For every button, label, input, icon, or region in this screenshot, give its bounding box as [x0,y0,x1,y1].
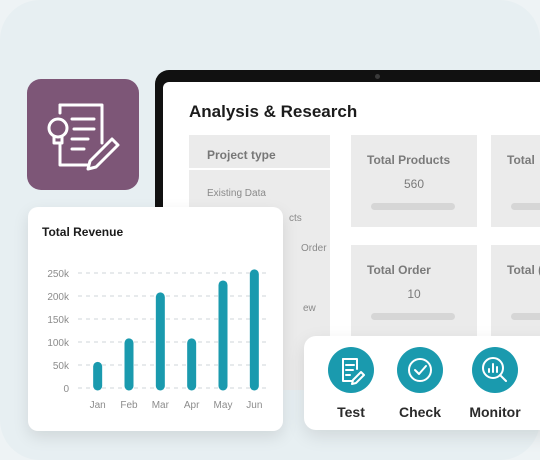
check-label: Check [398,404,442,420]
stat-card-total-order: Total Order 10 [351,245,477,337]
stat-card-total-other: Total ( [491,245,540,337]
x-tick-label: Jan [90,400,106,411]
stat-label: Total [507,153,535,167]
stat-bar [511,203,540,210]
side-item-review[interactable]: ew [303,303,316,314]
test-label: Test [337,404,365,420]
stat-bar [371,203,455,210]
action-card: Test Check Monitor [304,336,540,430]
x-tick-label: Apr [184,400,200,411]
stat-card-total: Total [491,135,540,227]
revenue-card: Total Revenue 0 50k 100k 150k 200k 250k Jan Feb… [28,207,283,431]
stat-bar [371,313,455,320]
document-edit-icon [328,347,374,393]
check-button[interactable]: Check [380,347,460,420]
panel-header: Project type [189,135,330,170]
stat-label: Total ( [507,263,540,277]
chart-title: Total Revenue [42,225,124,239]
test-button[interactable]: Test [311,347,391,420]
chart-magnifier-icon [472,347,518,393]
stat-bar [511,313,540,320]
y-tick-label: 250k [47,269,70,280]
x-tick-label: Jun [246,400,262,411]
document-lightbulb-pen-icon [27,79,139,190]
side-item-existing-data[interactable]: Existing Data [207,188,266,199]
y-tick-label: 100k [47,338,70,349]
y-tick-label: 50k [53,361,70,372]
side-item-order[interactable]: Order [301,243,327,254]
check-circle-icon [397,347,443,393]
revenue-chart: 0 50k 100k 150k 200k 250k Jan Feb Mar Apr May Jun [47,269,266,411]
stat-label: Total Order [367,263,431,277]
camera-dot [375,74,380,79]
stat-value: 560 [403,177,425,191]
x-tick-label: Mar [152,400,170,411]
y-tick-label: 200k [47,292,70,303]
side-item-products[interactable]: cts [289,213,302,224]
y-tick-label: 150k [47,315,70,326]
stat-value: 10 [407,287,421,301]
monitor-button[interactable]: Monitor [455,347,535,420]
stat-label: Total Products [367,153,451,167]
x-tick-label: Feb [120,400,138,411]
page-title: Analysis & Research [189,102,358,121]
y-tick-label: 0 [63,384,69,395]
monitor-label: Monitor [469,404,521,420]
panel-heading: Project type [207,148,276,162]
stat-card-total-products: Total Products 560 [351,135,477,227]
x-tick-label: May [214,400,233,411]
